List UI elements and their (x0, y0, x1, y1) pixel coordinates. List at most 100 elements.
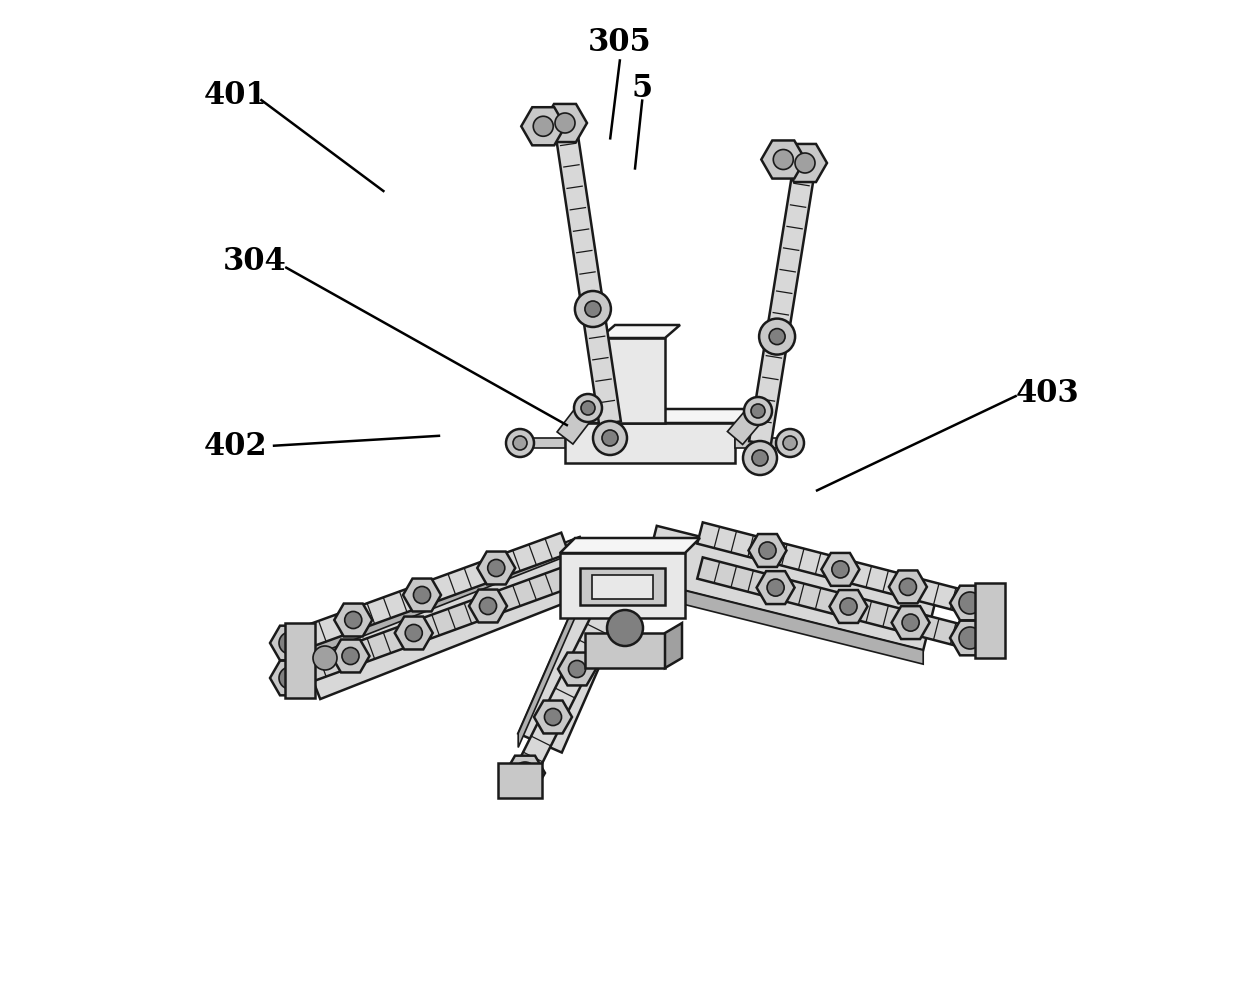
Polygon shape (560, 539, 701, 554)
Polygon shape (644, 581, 924, 665)
Circle shape (744, 397, 773, 425)
Circle shape (769, 329, 785, 345)
Circle shape (405, 625, 423, 642)
Polygon shape (515, 609, 615, 778)
Polygon shape (543, 105, 587, 142)
Polygon shape (728, 405, 765, 445)
Polygon shape (697, 523, 972, 614)
Polygon shape (821, 554, 859, 587)
Polygon shape (270, 626, 310, 661)
Circle shape (751, 450, 768, 466)
Polygon shape (270, 661, 310, 696)
Circle shape (832, 562, 849, 579)
Text: 402: 402 (203, 431, 268, 461)
Polygon shape (591, 576, 653, 600)
Circle shape (759, 543, 776, 560)
Polygon shape (697, 558, 972, 649)
Circle shape (544, 709, 562, 726)
Circle shape (899, 579, 916, 596)
Circle shape (959, 627, 981, 649)
Polygon shape (469, 590, 507, 623)
Circle shape (608, 611, 644, 646)
Circle shape (279, 632, 301, 654)
Polygon shape (892, 607, 930, 640)
Circle shape (582, 401, 595, 415)
Polygon shape (565, 409, 751, 423)
Polygon shape (300, 538, 600, 699)
Polygon shape (644, 527, 936, 651)
Polygon shape (331, 640, 370, 673)
Polygon shape (889, 571, 928, 604)
Circle shape (776, 429, 804, 457)
Circle shape (487, 560, 505, 577)
Circle shape (413, 587, 430, 604)
Polygon shape (756, 572, 795, 605)
Polygon shape (600, 339, 665, 423)
Polygon shape (403, 579, 441, 612)
Polygon shape (520, 438, 565, 448)
Polygon shape (505, 756, 546, 790)
Circle shape (774, 150, 794, 171)
Polygon shape (518, 574, 588, 747)
Polygon shape (735, 438, 790, 448)
Circle shape (901, 615, 919, 632)
Text: 401: 401 (203, 80, 268, 110)
Circle shape (556, 114, 575, 133)
Circle shape (279, 667, 301, 689)
Polygon shape (600, 326, 680, 339)
Circle shape (342, 648, 360, 665)
Polygon shape (565, 423, 735, 463)
Polygon shape (557, 402, 596, 444)
Polygon shape (665, 624, 682, 668)
Polygon shape (300, 538, 580, 661)
Polygon shape (830, 591, 868, 623)
Polygon shape (761, 141, 805, 180)
Polygon shape (749, 535, 786, 568)
Circle shape (743, 441, 777, 475)
Circle shape (768, 580, 784, 597)
Circle shape (533, 117, 553, 137)
Polygon shape (580, 569, 665, 606)
Circle shape (506, 429, 534, 457)
Circle shape (513, 436, 527, 450)
Circle shape (312, 646, 337, 670)
Polygon shape (477, 552, 516, 585)
Polygon shape (950, 621, 990, 656)
Polygon shape (782, 144, 827, 183)
Circle shape (345, 612, 362, 629)
Polygon shape (286, 568, 569, 689)
Circle shape (782, 436, 797, 450)
Polygon shape (534, 701, 572, 734)
Polygon shape (554, 122, 621, 425)
Circle shape (839, 599, 857, 616)
Circle shape (959, 593, 981, 615)
Circle shape (515, 762, 536, 784)
Text: 304: 304 (222, 246, 286, 276)
Circle shape (593, 421, 627, 455)
Polygon shape (521, 108, 565, 146)
Circle shape (575, 292, 611, 328)
Polygon shape (394, 617, 433, 650)
Polygon shape (560, 554, 684, 619)
Polygon shape (749, 162, 816, 445)
Polygon shape (585, 633, 665, 668)
Circle shape (585, 302, 601, 318)
Circle shape (574, 394, 601, 422)
Polygon shape (286, 534, 569, 654)
Circle shape (568, 661, 585, 678)
Polygon shape (518, 574, 632, 753)
Polygon shape (950, 586, 990, 621)
Circle shape (759, 319, 795, 355)
Circle shape (480, 598, 496, 615)
Circle shape (795, 153, 815, 174)
Polygon shape (975, 584, 1004, 658)
Polygon shape (335, 604, 372, 637)
Text: 403: 403 (1016, 378, 1080, 408)
Polygon shape (498, 763, 542, 798)
Polygon shape (285, 624, 315, 698)
Circle shape (751, 404, 765, 418)
Circle shape (601, 430, 618, 446)
Polygon shape (558, 653, 596, 686)
Text: 5: 5 (631, 73, 653, 103)
Text: 305: 305 (588, 27, 652, 57)
